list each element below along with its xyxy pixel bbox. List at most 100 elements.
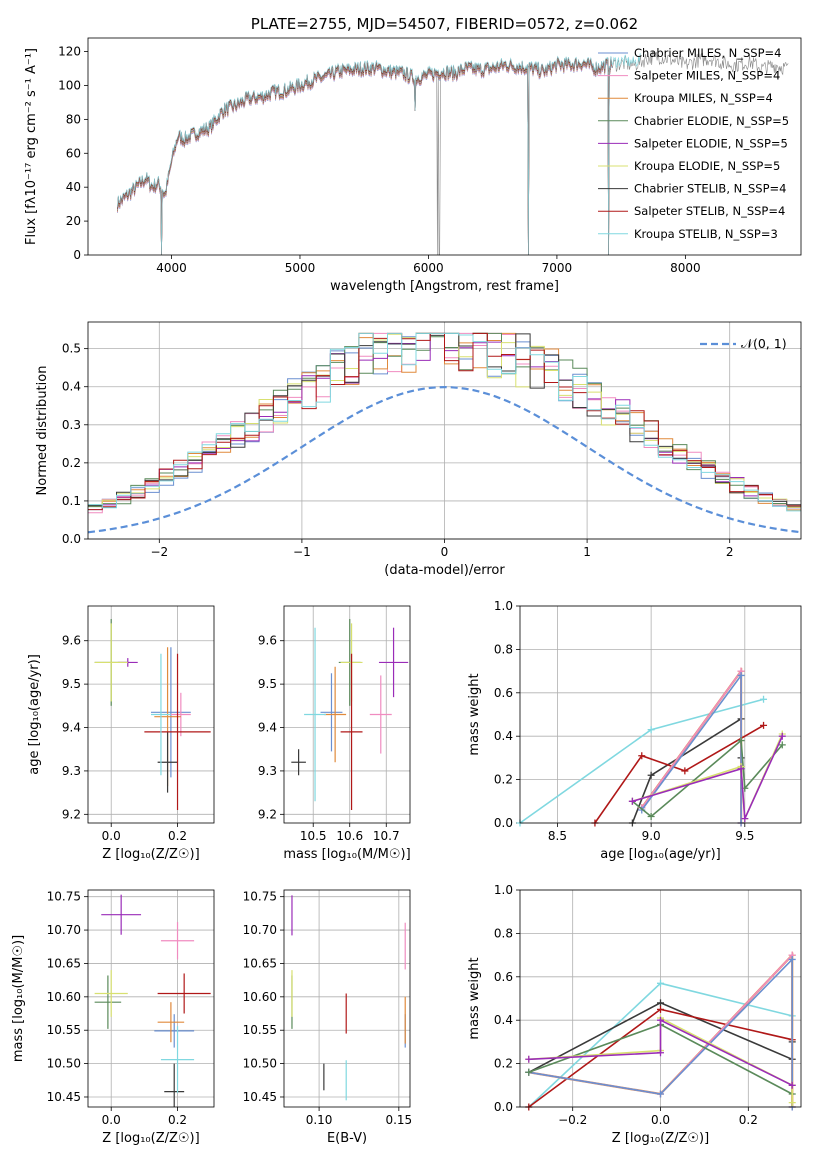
- y-tick-label: 9.3: [258, 764, 277, 778]
- y-tick-label: 10.45: [243, 1090, 277, 1104]
- x-tick-label: 8000: [670, 261, 701, 275]
- x-axis-label: mass [log₁₀(M/M☉)]: [283, 847, 410, 862]
- weight_vs_z-panel: −0.2 0.0 0.2 0.0 0.2 0.4 0.6 0.8 1.0 Z [log₁₀(Z/Z…: [467, 883, 802, 1146]
- weight-marker-chabrier_elodie: [525, 1068, 533, 1076]
- axes-frame: [87, 321, 802, 540]
- y-tick-label: 0.3: [62, 418, 81, 432]
- errorbars-mass_vs_z: [94, 894, 211, 1107]
- weight-marker-chabrier_miles: [788, 955, 796, 963]
- axes-frame: [87, 605, 215, 824]
- y-tick-label: 10.65: [47, 956, 81, 970]
- weight-marker-salpeter_elodie: [657, 1016, 664, 1024]
- y-tick-label: 10.70: [243, 923, 277, 937]
- y-axis-label: age [log₁₀(age/yr)]: [27, 654, 42, 775]
- x-tick-label: 8.5: [548, 829, 567, 843]
- y-tick-label: 0.5: [62, 342, 81, 356]
- weight-marker-chabrier_elodie: [737, 737, 745, 745]
- weight-marker-salpeter_elodie: [788, 1081, 796, 1089]
- x-axis-label: E(B-V): [327, 1131, 367, 1146]
- y-tick-label: 0.4: [494, 1013, 513, 1027]
- x-tick-label: 0.2: [168, 1113, 187, 1127]
- y-tick-label: 10.55: [47, 1023, 81, 1037]
- x-tick-label: 10.7: [373, 829, 400, 843]
- legend-label-salpeter_miles: Salpeter MILES, N_SSP=4: [634, 69, 780, 83]
- weight-marker-chabrier_stelib: [647, 771, 655, 779]
- chart-title: PLATE=2755, MJD=54507, FIBERID=0572, z=0…: [251, 15, 638, 33]
- model-spectrum-salpeter_stelib: [117, 56, 612, 256]
- legend-label-chabrier_miles: Chabrier MILES, N_SSP=4: [634, 46, 781, 60]
- weight-marker-salpeter_elodie: [741, 815, 749, 823]
- y-axis-label: mass weight: [467, 673, 482, 755]
- weight-marker-kroupa_stelib: [647, 726, 655, 734]
- y-tick-label: 9.4: [62, 721, 81, 735]
- y-axis-label: Normed distribution: [35, 366, 50, 496]
- gaussian-curve: [87, 385, 802, 534]
- x-tick-label: 7000: [542, 261, 573, 275]
- histogram-kroupa_miles: [88, 332, 801, 511]
- legend-label-chabrier_stelib: Chabrier STELIB, N_SSP=4: [634, 182, 786, 196]
- model-spectrum-chabrier_elodie: [117, 58, 612, 256]
- legend-label-gaussian: 𝒩(0, 1): [741, 336, 787, 351]
- y-tick-label: 0.2: [494, 773, 513, 787]
- weight-marker-salpeter_stelib: [638, 752, 646, 760]
- y-tick-label: 10.75: [243, 890, 277, 904]
- x-tick-label: 10.6: [336, 829, 363, 843]
- weight-marker-kroupa_elodie: [788, 1099, 796, 1107]
- x-tick-label: −2: [150, 545, 168, 559]
- y-tick-label: 0.0: [494, 816, 513, 830]
- y-tick-label: 40: [66, 180, 81, 194]
- axes-frame: [519, 889, 802, 1108]
- weight-line-salpeter_stelib: [594, 724, 764, 824]
- y-tick-label: 9.3: [62, 764, 81, 778]
- x-tick-label: −1: [293, 545, 311, 559]
- y-tick-label: 9.2: [258, 807, 277, 821]
- x-axis-label: age [log₁₀(age/yr)]: [600, 847, 721, 862]
- weight-marker-salpeter_stelib: [760, 721, 768, 729]
- y-tick-label: 10.60: [47, 990, 81, 1004]
- weight-marker-salpeter_elodie: [778, 732, 786, 740]
- y-tick-label: 9.6: [258, 634, 277, 648]
- y-tick-label: 0.0: [62, 532, 81, 546]
- weight-marker-salpeter_elodie: [737, 765, 745, 773]
- weight-marker-salpeter_stelib: [681, 767, 689, 775]
- x-tick-label: 0.0: [102, 1113, 121, 1127]
- age_vs_z-panel: 0.0 0.2 9.2 9.3 9.4 9.5 9.6 Z [log₁₀(Z/Z☉)] age …: [27, 605, 215, 862]
- y-tick-label: 10.65: [243, 956, 277, 970]
- weight-marker-salpeter_stelib: [657, 1005, 664, 1013]
- y-tick-label: 9.2: [62, 807, 81, 821]
- axes-frame: [283, 889, 411, 1108]
- x-axis-label: (data-model)/error: [384, 563, 505, 578]
- weight-marker-salpeter_elodie: [657, 1049, 664, 1057]
- weight-marker-chabrier_miles: [737, 671, 745, 679]
- y-tick-label: 1.0: [494, 599, 513, 613]
- y-axis-label: Flux [fλ10⁻¹⁷ erg cm⁻² s⁻¹ A⁻¹]: [24, 48, 39, 245]
- x-tick-label: 0: [441, 545, 449, 559]
- y-tick-label: 20: [66, 214, 81, 228]
- x-tick-label: 0.0: [651, 1113, 670, 1127]
- y-tick-label: 0: [73, 248, 81, 262]
- x-tick-label: 10.5: [300, 829, 327, 843]
- weight-line-salpeter_elodie: [632, 735, 784, 820]
- weight-marker-chabrier_elodie: [778, 741, 786, 749]
- axes-frame: [283, 605, 411, 824]
- weight-marker-kroupa_stelib: [657, 979, 664, 987]
- y-tick-label: 10.45: [47, 1090, 81, 1104]
- y-tick-label: 80: [66, 112, 81, 126]
- weight-marker-salpeter_elodie: [628, 797, 636, 805]
- y-tick-label: 9.4: [258, 721, 277, 735]
- x-tick-label: 0.2: [739, 1113, 758, 1127]
- age_vs_mass-panel: 10.5 10.6 10.7 9.2 9.3 9.4 9.5 9.6 mass [log₁₀(M…: [258, 605, 411, 862]
- model-spectrum-kroupa_stelib: [117, 53, 641, 256]
- y-tick-label: 10.60: [243, 990, 277, 1004]
- legend-label-salpeter_elodie: Salpeter ELODIE, N_SSP=5: [634, 136, 788, 150]
- spectrum-panel: 4000 5000 6000 7000 8000 0 20 40 60 80 100 120 PLATE…: [24, 15, 802, 294]
- legend-label-kroupa_stelib: Kroupa STELIB, N_SSP=3: [634, 227, 778, 241]
- x-tick-label: 0.2: [168, 829, 187, 843]
- weight_vs_age-panel: 8.5 9.0 9.5 0.0 0.2 0.4 0.6 0.8 1.0 age [log₁₀(ag…: [467, 599, 802, 862]
- y-tick-label: 60: [66, 146, 81, 160]
- y-tick-label: 10.50: [47, 1057, 81, 1071]
- axes-frame: [87, 889, 215, 1108]
- model-spectrum-kroupa_miles: [117, 59, 612, 256]
- x-tick-label: 0.15: [385, 1113, 412, 1127]
